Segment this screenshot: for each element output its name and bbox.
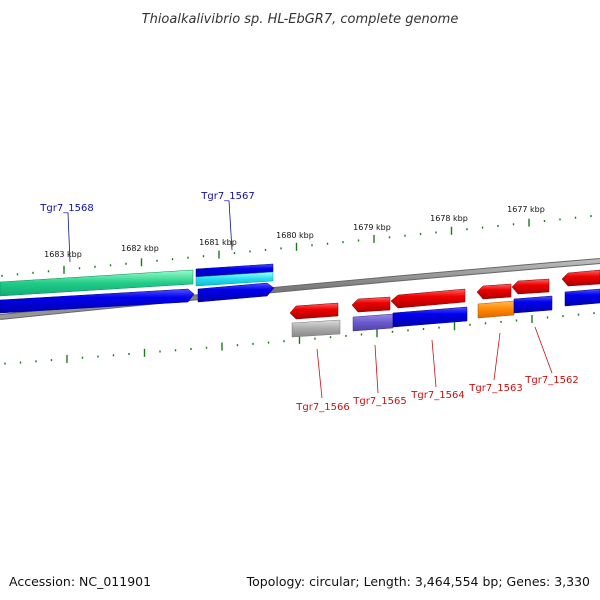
gene-label-tgr7-1563[interactable]: Tgr7_1563 [468, 383, 522, 394]
gene-feature-tgr7-1562-cds[interactable] [513, 295, 553, 314]
accession-text: Accession: NC_011901 [9, 574, 151, 589]
leader-tgr7-1563 [493, 332, 501, 381]
gene-feature-next-reverse[interactable] [561, 269, 600, 287]
gene-feature-tgr7-1563-cds[interactable] [477, 300, 515, 319]
gene-feature-next-cds[interactable] [564, 288, 600, 307]
leader-tgr7-1567 [228, 200, 233, 251]
gene-feature-tgr7-1564[interactable] [390, 288, 466, 309]
gene-labels: Tgr7_1568 Tgr7_1567 Tgr7_1566 Tgr7_1565 … [39, 191, 578, 413]
scale-labels: 1683 kbp 1682 kbp 1681 kbp 1680 kbp 1679… [44, 205, 545, 259]
gene-feature-tgr7-1562[interactable] [511, 278, 550, 295]
gene-label-tgr7-1568[interactable]: Tgr7_1568 [39, 203, 93, 214]
gene-label-tgr7-1567[interactable]: Tgr7_1567 [200, 191, 254, 202]
scale-label-1677: 1677 kbp [507, 205, 545, 214]
scale-label-1678: 1678 kbp [430, 214, 468, 223]
leader-tgr7-1564 [431, 339, 437, 388]
leader-tgr7-1565 [374, 344, 379, 394]
scale-label-1682: 1682 kbp [121, 244, 159, 253]
map-title: Thioalkalivibrio sp. HL-EbGR7, complete … [142, 12, 459, 27]
scale-label-1681: 1681 kbp [199, 238, 237, 247]
genome-backbone [0, 259, 600, 319]
scale-label-1680: 1680 kbp [276, 231, 314, 240]
gene-feature-tgr7-1568[interactable] [0, 288, 195, 314]
gene-feature-tgr7-1565[interactable] [351, 296, 391, 313]
gene-feature-tgr7-1566-cds[interactable] [291, 319, 341, 338]
label-leaders [67, 200, 553, 399]
gene-features [0, 263, 600, 338]
gene-label-tgr7-1565[interactable]: Tgr7_1565 [352, 396, 406, 407]
inner-tick-ring [4, 312, 595, 365]
gene-feature-tgr7-1567-cds[interactable] [195, 271, 274, 287]
leader-tgr7-1568 [67, 212, 71, 263]
genome-summary-text: Topology: circular; Length: 3,464,554 bp… [246, 574, 590, 589]
gene-feature-tgr7-1563[interactable] [476, 283, 512, 300]
gene-feature-tgr7-1565-cds[interactable] [352, 313, 394, 332]
gene-label-tgr7-1564[interactable]: Tgr7_1564 [410, 390, 464, 401]
gene-label-tgr7-1562[interactable]: Tgr7_1562 [524, 375, 578, 386]
gene-feature-tgr7-1566[interactable] [289, 302, 339, 320]
gene-feature-tgr7-1567[interactable] [197, 282, 275, 303]
gene-feature-tgr7-1564-cds[interactable] [392, 306, 468, 328]
outer-tick-ring [1, 215, 592, 277]
scale-label-1679: 1679 kbp [353, 223, 391, 232]
leader-tgr7-1562 [534, 326, 553, 374]
gene-feature-tgr7-1568-cds[interactable] [0, 269, 194, 297]
gene-label-tgr7-1566[interactable]: Tgr7_1566 [295, 402, 349, 413]
scale-label-1683: 1683 kbp [44, 250, 82, 259]
leader-tgr7-1566 [316, 348, 323, 399]
